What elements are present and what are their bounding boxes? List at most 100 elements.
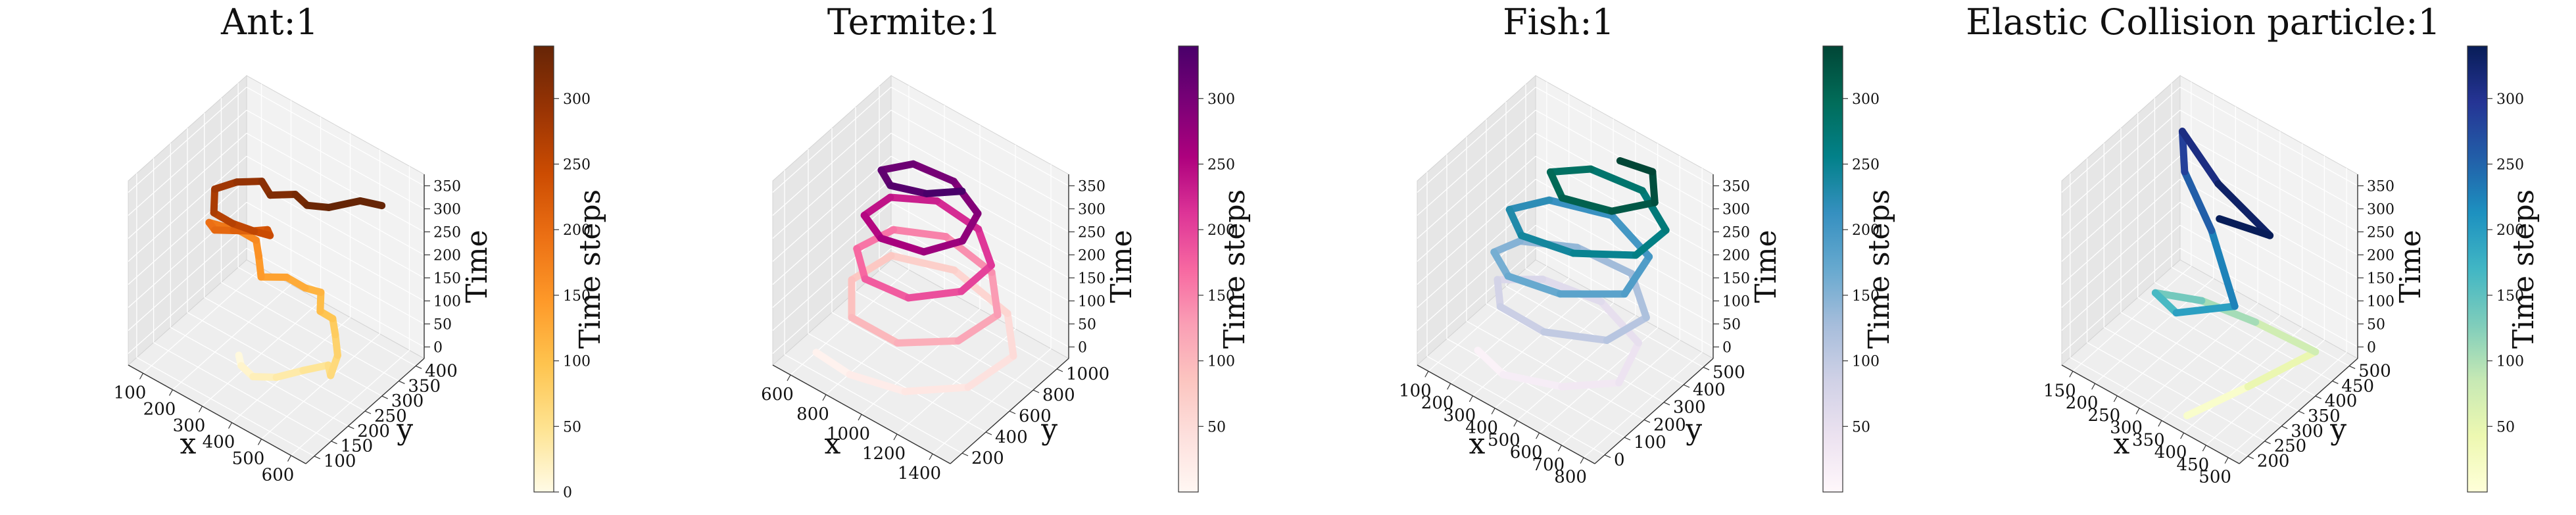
trajectory-segment: [910, 160, 958, 185]
trajectory: [1474, 157, 1670, 391]
trajectory-segment: [2216, 215, 2274, 239]
trajectory-segment: [853, 245, 869, 283]
colorbar-tick-label: 300: [563, 91, 591, 108]
y-tick-label: 600: [1019, 406, 1052, 426]
trajectory-segment: [887, 252, 958, 274]
y-tick-label: 200: [1653, 415, 1686, 435]
y-tick-label: 150: [341, 437, 374, 456]
gridline: [136, 357, 315, 457]
trajectory-segment: [877, 234, 928, 256]
trajectory-segment: [1545, 196, 1616, 220]
colorbar-tick-label: 200: [1852, 222, 1880, 239]
x-tick-mark: [929, 453, 933, 460]
gridline: [1417, 110, 1536, 216]
y-axis-label: y: [396, 412, 413, 446]
trajectory-segment: [1546, 165, 1595, 176]
gridline: [890, 201, 1069, 302]
y-tick-label: 500: [2358, 361, 2391, 381]
trajectory-segment: [249, 373, 280, 381]
z-tick-label: 100: [1078, 294, 1106, 310]
colorbar-tick-label: 200: [2496, 222, 2524, 239]
gridline: [187, 312, 366, 412]
trajectory-segment: [1004, 310, 1017, 360]
trajectory-segment: [211, 178, 241, 193]
x-tick-mark: [2180, 432, 2185, 439]
trajectory-segment: [1504, 272, 1565, 298]
gridline: [784, 354, 963, 454]
x-tick-mark: [1424, 371, 1429, 378]
gridline: [2103, 327, 2282, 427]
y-tick-mark: [314, 456, 321, 460]
y-tick-mark: [399, 380, 405, 384]
z-tick-label: 250: [2367, 225, 2394, 241]
y-axis-label: y: [1040, 412, 1057, 446]
y-tick-mark: [961, 453, 969, 456]
y-tick-label: 200: [357, 422, 390, 441]
y-tick-mark: [1604, 454, 1611, 458]
z-tick-label: 150: [1078, 271, 1106, 287]
gridline: [246, 247, 425, 348]
z-tick-label: 50: [433, 317, 452, 333]
x-tick-label: 400: [2154, 443, 2187, 462]
y-tick-mark: [1033, 389, 1040, 393]
colorbar-tick-label: 300: [2496, 91, 2524, 108]
colorbar-tick-label: 150: [2496, 288, 2524, 305]
z-tick-label: 100: [2367, 294, 2394, 310]
x-tick-label: 800: [1554, 468, 1587, 487]
x-tick-label: 500: [232, 449, 265, 469]
colorbar-tick-label: 150: [1207, 288, 1235, 305]
z-tick-label: 0: [2367, 340, 2376, 356]
z-tick-label: 200: [2367, 248, 2394, 264]
gridlines: [2061, 82, 2358, 458]
colorbar-tick-label: 200: [1207, 222, 1235, 239]
trajectory-segment: [920, 237, 967, 256]
x-tick-label: 100: [114, 383, 147, 403]
z-tick-label: 50: [1722, 317, 1741, 333]
trajectory-segment: [2151, 289, 2180, 317]
z-tick-label: 50: [1078, 317, 1096, 333]
x-axis-label: x: [824, 428, 840, 461]
gridline: [2179, 178, 2358, 279]
trajectory-segment: [904, 287, 965, 302]
x-tick-mark: [1491, 408, 1495, 414]
gridline: [1446, 338, 1625, 438]
gridline: [246, 224, 425, 325]
z-tick-label: 250: [433, 225, 461, 241]
chart-panel-1: 100200300400500600x100150200250300350400…: [114, 1, 607, 501]
y-tick-label: 400: [995, 428, 1028, 447]
x-tick-mark: [168, 389, 174, 396]
gridline: [890, 86, 1069, 187]
colorbar-tick-label: 250: [2496, 157, 2524, 173]
colorbar-tick-label: 100: [2496, 354, 2524, 370]
colorbar-tick-label: 250: [563, 157, 591, 173]
trajectory-segment: [1649, 168, 1659, 207]
y-tick-mark: [2348, 365, 2356, 369]
gridline: [1417, 156, 1536, 262]
trajectory-segment: [964, 352, 1017, 391]
z-axis-label: Time: [1105, 230, 1138, 303]
x-tick-label: 500: [1488, 430, 1520, 450]
x-tick-mark: [1557, 445, 1562, 452]
x-tick-mark: [2091, 383, 2096, 390]
trajectory-segment: [1490, 237, 1524, 256]
gridline: [1486, 303, 1665, 403]
z-axis-label: Time: [1749, 230, 1783, 303]
y-tick-mark: [2281, 426, 2288, 429]
gridline: [2179, 86, 2358, 187]
trajectory-segment: [1496, 303, 1548, 336]
y-axis-label: y: [1685, 412, 1702, 446]
colorbar: [1178, 45, 1199, 493]
gridline: [2061, 179, 2181, 285]
y-tick-label: 500: [1713, 362, 1745, 382]
x-tick-mark: [1580, 457, 1584, 464]
x-tick-mark: [858, 414, 862, 421]
axes-lines: [1417, 174, 1714, 464]
z-tick-label: 350: [1722, 179, 1750, 195]
trajectory-segment: [2198, 297, 2260, 326]
y-tick-label: 800: [1042, 385, 1075, 405]
x-tick-mark: [1536, 432, 1540, 439]
z-tick-label: 350: [1078, 179, 1106, 195]
y-tick-mark: [1703, 366, 1710, 370]
trajectory-segment: [1499, 370, 1566, 391]
